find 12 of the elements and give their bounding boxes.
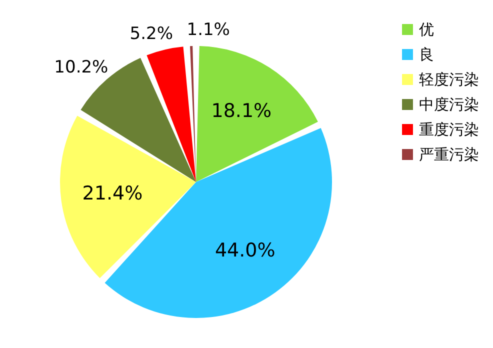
legend-label: 严重污染 (419, 146, 479, 164)
data-label: 1.1% (186, 20, 230, 40)
legend-label: 重度污染 (419, 120, 479, 138)
legend-label: 良 (419, 46, 434, 64)
data-label: 21.4% (82, 182, 143, 205)
data-label: 10.2% (54, 57, 108, 78)
legend-label: 优 (419, 20, 434, 38)
legend-label: 中度污染 (419, 96, 479, 114)
data-label: 5.2% (130, 24, 173, 44)
legend-label: 轻度污染 (419, 70, 479, 88)
data-label: 18.1% (211, 100, 272, 122)
data-label: 44.0% (214, 240, 276, 262)
